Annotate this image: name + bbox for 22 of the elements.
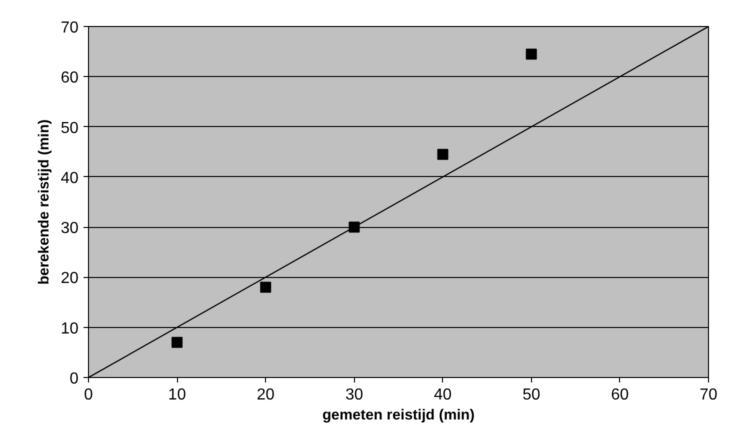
x-tick-label: 70 [700, 386, 718, 404]
y-tick-label: 50 [60, 120, 79, 137]
y-tick-label: 30 [60, 220, 79, 238]
y-tick-label: 60 [60, 70, 79, 87]
y-tick-label: 20 [60, 270, 79, 288]
point [260, 282, 272, 293]
y-axis-title: berekende reistijd (min) [36, 119, 53, 285]
x-tick-label: 60 [611, 386, 629, 404]
x-tick-label: 10 [168, 386, 186, 404]
point [526, 48, 537, 60]
point [172, 336, 183, 348]
x-axis-title: gemeten reistijd (min) [322, 408, 475, 424]
x-tick-label: 40 [434, 386, 452, 404]
x-tick-label: 50 [522, 386, 540, 404]
y-tick-label: 0 [70, 370, 79, 388]
x-tick-label: 30 [345, 386, 364, 404]
x-tick-label: 0 [84, 386, 94, 404]
y-tick-label: 40 [60, 170, 79, 187]
y-tick-label: 70 [60, 20, 79, 36]
point [437, 148, 448, 160]
x-tick-label: 20 [256, 386, 275, 404]
y-tick-label: 10 [60, 320, 79, 338]
